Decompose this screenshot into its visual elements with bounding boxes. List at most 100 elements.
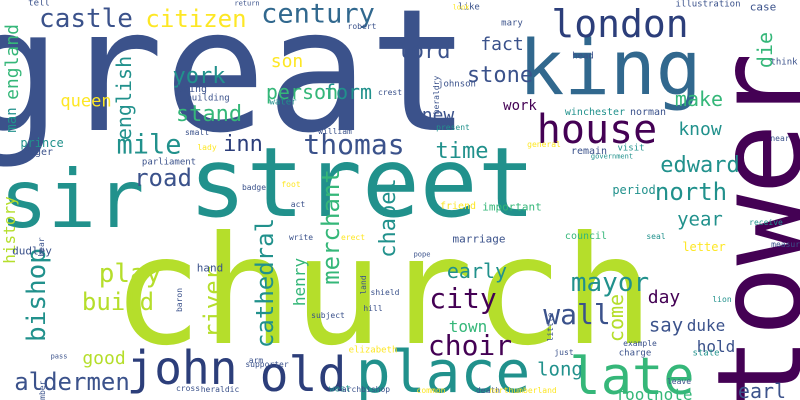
word: long (537, 358, 583, 381)
word: john (126, 341, 238, 395)
word: johnson (438, 79, 476, 90)
word: think (770, 57, 798, 68)
word: fact (480, 34, 524, 55)
word: english (112, 55, 136, 141)
word: person (265, 80, 339, 104)
word: play (98, 259, 162, 289)
word: dudley (12, 244, 52, 258)
word: new (421, 105, 455, 126)
word: stand (175, 102, 243, 127)
word: visit (617, 143, 645, 154)
word: archbishop (341, 385, 391, 394)
word: cathedral (251, 217, 279, 349)
word: subject (311, 311, 345, 320)
word: merchant (317, 169, 345, 285)
word: castle (39, 4, 133, 34)
word: head (572, 51, 594, 62)
word: duke (686, 316, 726, 335)
word: city (429, 282, 497, 315)
word: measure (771, 240, 800, 249)
word: receive (749, 218, 783, 227)
word: general (527, 140, 561, 149)
word: water (269, 97, 297, 108)
word: letter (682, 240, 726, 254)
word: seal (646, 232, 666, 241)
word: building (186, 93, 230, 104)
word: work (503, 98, 537, 114)
word: baron (175, 287, 184, 313)
word: old (259, 347, 347, 400)
word: norman (629, 107, 667, 118)
word: london (551, 2, 689, 46)
word: arm (248, 356, 264, 365)
word: leave (666, 377, 692, 386)
word: little (546, 312, 555, 342)
word: aldermen (14, 368, 130, 396)
word: heraldic (200, 385, 240, 394)
word: great (0, 0, 471, 171)
word: charge (618, 348, 652, 359)
word: number (38, 380, 47, 400)
word: illustration (675, 0, 741, 10)
word: good (82, 348, 126, 369)
word: erect (340, 233, 366, 242)
word: time (435, 139, 489, 164)
word: chapel (376, 178, 401, 258)
word: earl (737, 379, 787, 400)
word: king (518, 23, 702, 112)
word: stone (466, 63, 534, 88)
word: shield (370, 288, 400, 297)
word: son (270, 51, 304, 72)
word: near (770, 134, 790, 143)
word: hold (696, 337, 736, 356)
word: just (554, 348, 574, 357)
word: form (323, 80, 373, 104)
word: lion (712, 295, 732, 304)
word: build (81, 288, 155, 316)
word: bear (37, 237, 46, 257)
word: york (172, 64, 226, 89)
word: example (623, 339, 657, 348)
word: inn (223, 132, 263, 157)
word: council (564, 231, 608, 242)
word: mile (116, 129, 182, 161)
word: cross (175, 384, 201, 393)
word: important (482, 200, 542, 214)
word: period (612, 183, 656, 197)
word: henry (290, 257, 309, 307)
word: mayor (570, 268, 650, 298)
word: badge (241, 183, 267, 192)
word: queen (60, 91, 112, 112)
word: winchester (564, 107, 626, 118)
word: prince (20, 136, 64, 150)
word: tell (28, 0, 50, 9)
word: day (647, 287, 681, 308)
word: marriage (452, 232, 506, 246)
word: man (4, 107, 20, 133)
word: come (604, 293, 628, 343)
word: wall (543, 298, 611, 331)
word: street (188, 127, 536, 239)
word: parliament (141, 157, 197, 168)
word: year (677, 208, 723, 231)
word: small (184, 128, 210, 137)
word: like (458, 2, 480, 13)
word: write (288, 233, 314, 242)
word: death (475, 386, 501, 395)
word: crest (377, 88, 403, 97)
word: north (654, 178, 728, 206)
word: road (134, 164, 192, 192)
word: foot (281, 180, 301, 189)
word: act (290, 200, 306, 209)
word: remain (570, 146, 608, 157)
word: present (436, 123, 470, 132)
word: edward (660, 153, 740, 178)
word: pope (413, 250, 431, 259)
word: land (359, 275, 368, 295)
word: church (112, 205, 654, 379)
word: river (199, 265, 227, 339)
word: west (329, 384, 351, 395)
word: town (448, 317, 488, 336)
word: common (416, 386, 446, 395)
word: pass (50, 352, 68, 361)
